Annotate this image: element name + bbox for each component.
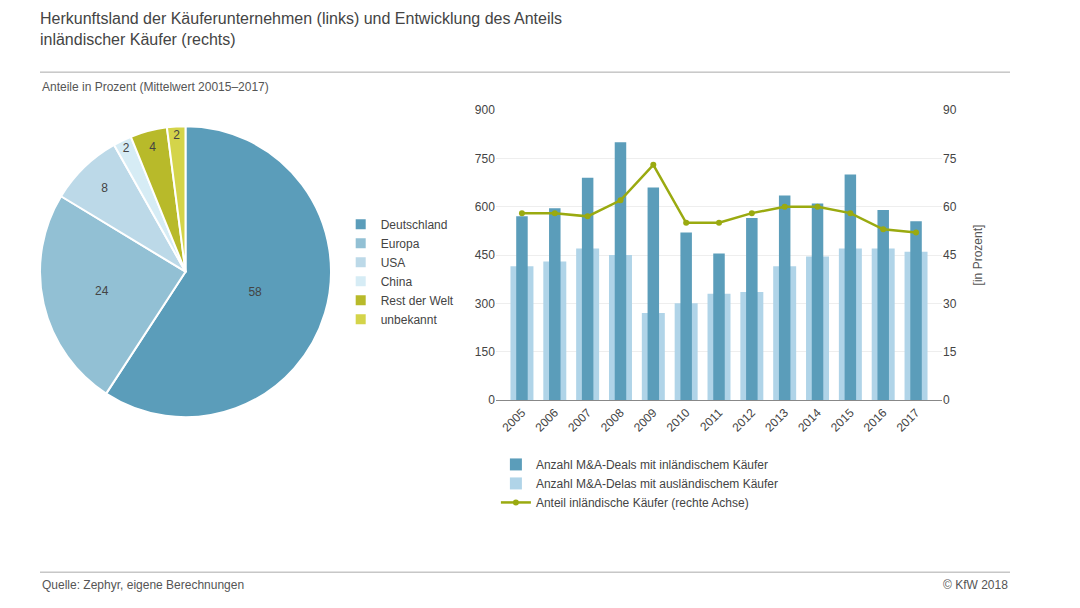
svg-text:150: 150 xyxy=(475,345,495,359)
svg-text:2008: 2008 xyxy=(598,406,627,435)
svg-text:30: 30 xyxy=(943,297,957,311)
svg-text:4: 4 xyxy=(149,140,156,154)
svg-text:900: 900 xyxy=(475,103,495,117)
svg-text:© KfW 2018: © KfW 2018 xyxy=(943,578,1008,592)
svg-text:0: 0 xyxy=(488,393,495,407)
svg-text:2015: 2015 xyxy=(828,406,857,435)
svg-text:Europa: Europa xyxy=(381,237,420,251)
svg-text:Herkunftsland der Käuferuntern: Herkunftsland der Käuferunternehmen (lin… xyxy=(40,10,562,48)
svg-text:75: 75 xyxy=(943,152,957,166)
svg-text:45: 45 xyxy=(943,248,957,262)
svg-text:2011: 2011 xyxy=(697,406,725,434)
svg-text:2007: 2007 xyxy=(565,406,594,435)
svg-text:8: 8 xyxy=(101,181,108,195)
svg-text:2013: 2013 xyxy=(762,406,791,435)
svg-text:Anteil inländische Käufer (rec: Anteil inländische Käufer (rechte Achse) xyxy=(536,496,749,510)
svg-text:Deutschland: Deutschland xyxy=(381,218,448,232)
svg-text:300: 300 xyxy=(475,297,495,311)
svg-text:2016: 2016 xyxy=(861,406,890,435)
svg-text:2014: 2014 xyxy=(795,406,824,435)
svg-text:[in Prozent]: [in Prozent] xyxy=(971,225,985,286)
svg-text:2010: 2010 xyxy=(664,406,693,435)
svg-text:USA: USA xyxy=(381,256,406,270)
svg-text:2005: 2005 xyxy=(500,406,529,435)
svg-text:60: 60 xyxy=(943,200,957,214)
svg-text:2012: 2012 xyxy=(729,406,758,435)
svg-text:Rest der Welt: Rest der Welt xyxy=(381,294,454,308)
svg-text:15: 15 xyxy=(943,345,957,359)
svg-text:2006: 2006 xyxy=(532,406,561,435)
svg-text:2009: 2009 xyxy=(631,406,660,435)
svg-text:unbekannt: unbekannt xyxy=(381,313,438,327)
svg-text:450: 450 xyxy=(475,248,495,262)
svg-text:24: 24 xyxy=(95,284,109,298)
svg-text:2: 2 xyxy=(123,141,130,155)
svg-text:Anteile in Prozent (Mittelwert: Anteile in Prozent (Mittelwert 20015–201… xyxy=(42,80,269,94)
svg-text:0: 0 xyxy=(943,393,950,407)
svg-text:58: 58 xyxy=(248,285,262,299)
svg-text:90: 90 xyxy=(943,103,957,117)
svg-text:Anzahl M&A-Deals mit inländisc: Anzahl M&A-Deals mit inländischem Käufer xyxy=(536,458,768,472)
svg-text:2017: 2017 xyxy=(894,406,923,435)
svg-text:600: 600 xyxy=(475,200,495,214)
svg-text:750: 750 xyxy=(475,152,495,166)
svg-text:2: 2 xyxy=(173,128,180,142)
svg-text:China: China xyxy=(381,275,413,289)
svg-text:Quelle: Zephyr, eigene Berechn: Quelle: Zephyr, eigene Berechnungen xyxy=(42,578,244,592)
svg-text:Anzahl M&A-Delas mit ausländis: Anzahl M&A-Delas mit ausländischem Käufe… xyxy=(536,477,778,491)
